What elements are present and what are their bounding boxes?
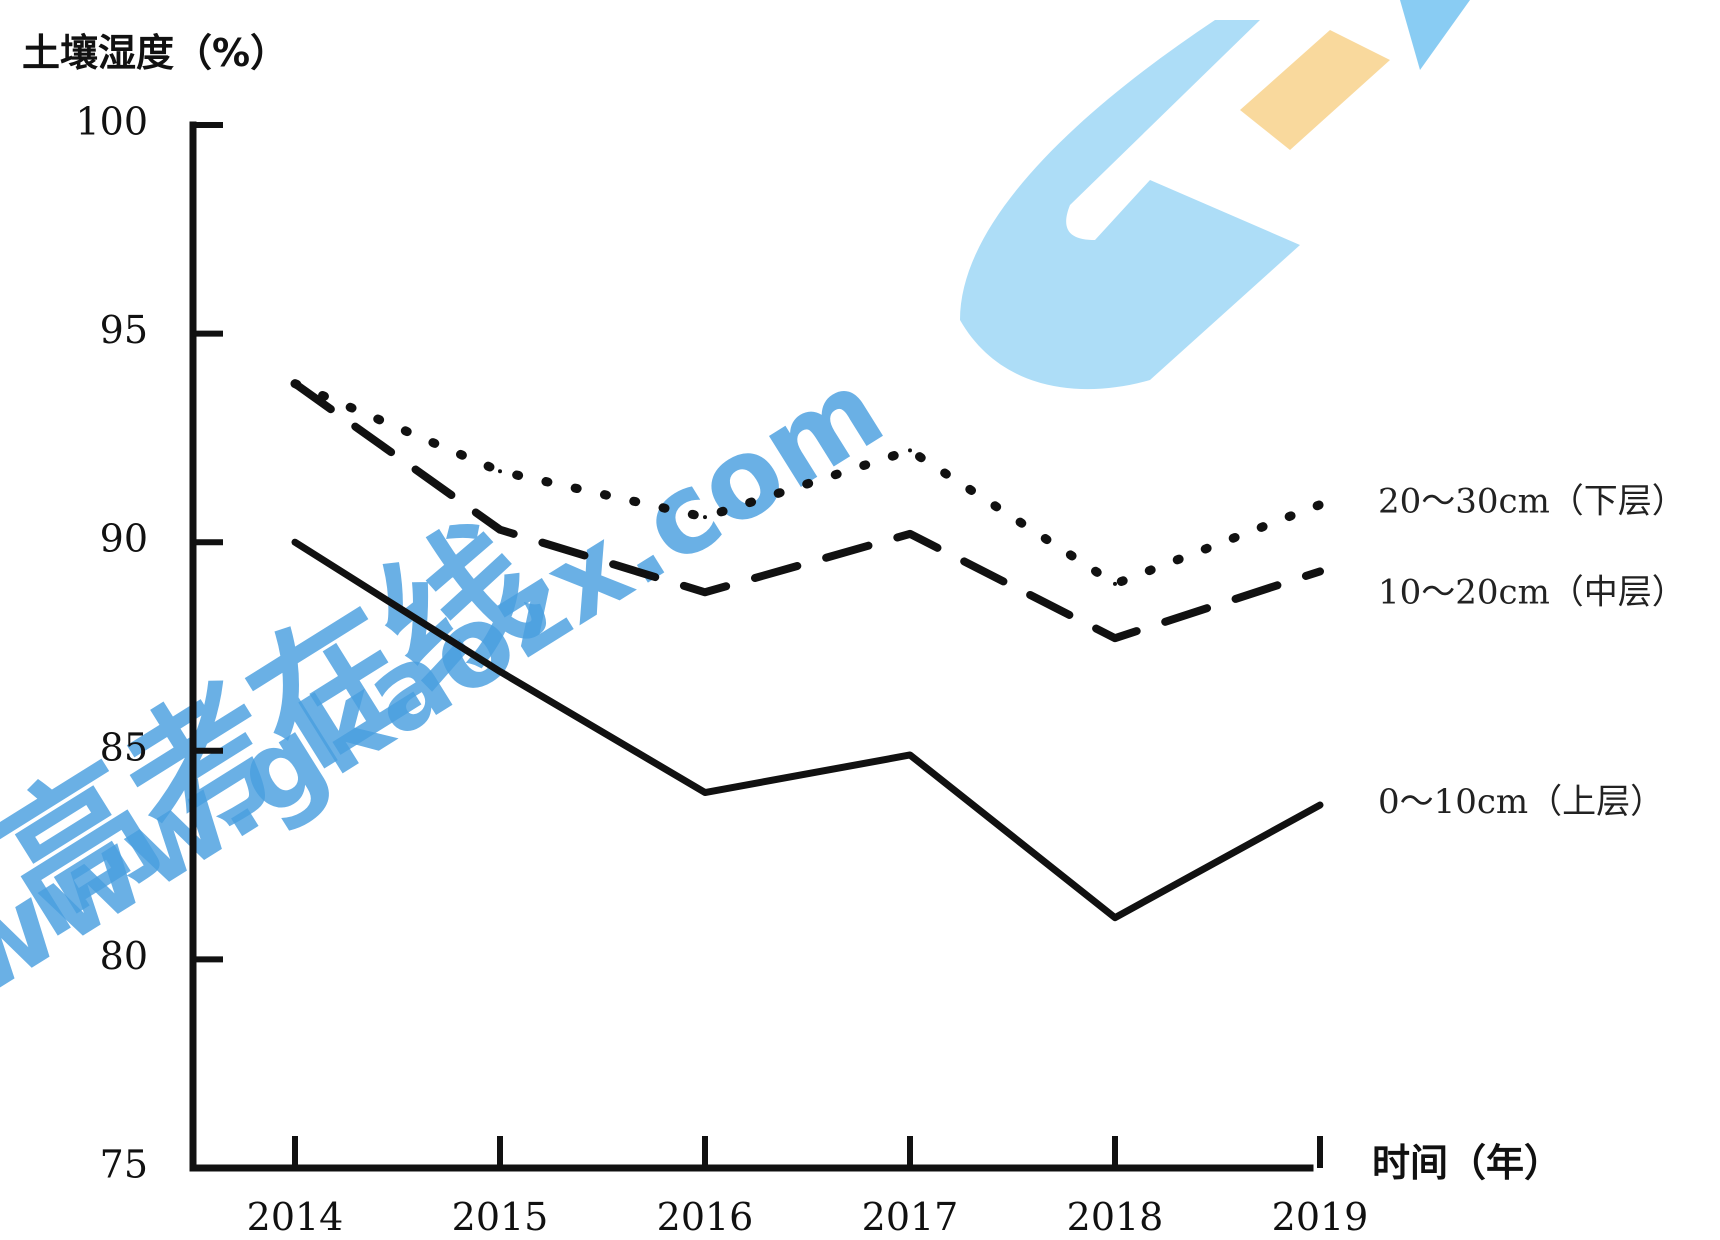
x-tick-label-2014: 2014 — [247, 1195, 344, 1239]
data-point-solid-2014 — [293, 540, 297, 545]
series-label-solid: 0～10cm（上层） — [1378, 782, 1664, 822]
data-point-solid-2019 — [1318, 803, 1322, 808]
data-point-dashed-2016 — [703, 590, 707, 595]
x-axis-ticks: 2014 2015 2016 2017 2018 2019 — [247, 1136, 1369, 1239]
data-point-solid-2016 — [703, 790, 707, 795]
data-point-dotted-2017 — [908, 448, 912, 453]
series-label-dashed: 10～20cm（中层） — [1378, 572, 1686, 612]
y-tick-label-75: 75 — [100, 1143, 148, 1187]
axes — [189, 121, 1314, 1172]
y-axis-title: 土壤湿度（%） — [22, 31, 288, 75]
x-tick-label-2017: 2017 — [862, 1195, 959, 1239]
data-point-dashed-2017 — [908, 531, 912, 536]
data-point-dashed-2018 — [1113, 636, 1117, 641]
data-point-dotted-2019 — [1318, 502, 1322, 507]
x-tick-label-2018: 2018 — [1067, 1195, 1164, 1239]
watermark-url: www.gkaozx.com — [0, 345, 904, 1022]
data-point-dashed-2014 — [293, 381, 297, 386]
data-point-dashed-2015 — [498, 527, 502, 532]
y-tick-label-80: 80 — [100, 934, 148, 978]
data-point-dashed-2019 — [1318, 569, 1322, 574]
y-tick-label-90: 90 — [100, 517, 148, 561]
y-tick-label-95: 95 — [100, 308, 148, 352]
data-point-dotted-2016 — [703, 515, 707, 520]
series-lines — [290, 379, 1325, 922]
x-tick-label-2015: 2015 — [452, 1195, 549, 1239]
y-axis-ticks: 75 80 85 90 95 100 — [75, 100, 223, 1187]
data-point-solid-2018 — [1113, 915, 1117, 920]
x-axis-title: 时间（年） — [1372, 1141, 1562, 1185]
data-point-dotted-2018 — [1113, 581, 1117, 586]
y-tick-label-85: 85 — [100, 725, 148, 769]
series-line-solid — [291, 538, 1324, 922]
series-label-dotted: 20～30cm（下层） — [1378, 482, 1686, 522]
watermark-logo — [960, 0, 1470, 390]
series-line-dotted — [290, 379, 1325, 589]
x-tick-label-2016: 2016 — [657, 1195, 754, 1239]
data-point-solid-2015 — [498, 669, 502, 674]
y-tick-label-100: 100 — [75, 100, 148, 144]
x-tick-label-2019: 2019 — [1272, 1195, 1369, 1239]
data-point-dotted-2015 — [498, 469, 502, 474]
data-point-solid-2017 — [908, 752, 912, 757]
series-labels: 20～30cm（下层） 10～20cm（中层） 0～10cm（上层） — [1378, 482, 1686, 822]
